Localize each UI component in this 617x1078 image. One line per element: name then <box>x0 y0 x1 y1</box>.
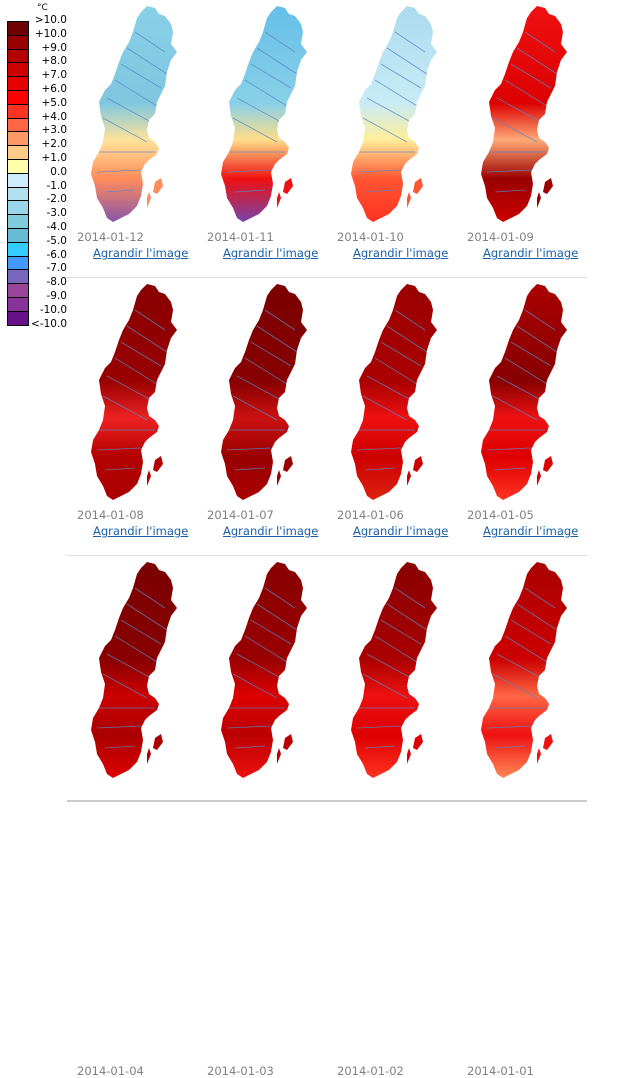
legend-swatch <box>8 104 28 119</box>
legend-label: -9.0 <box>46 289 68 302</box>
legend-label: >10.0 <box>34 14 67 26</box>
legend-label: -5.0 <box>46 234 68 247</box>
legend-label: -2.0 <box>46 193 68 206</box>
map-cell: 2014-01-10 Agrandir l'image <box>327 0 457 277</box>
legend-swatch <box>8 132 28 147</box>
legend-label: +6.0 <box>41 82 68 95</box>
map-cell: 2014-01-11 Agrandir l'image <box>197 0 327 277</box>
legend-label: -7.0 <box>46 262 68 275</box>
map-date: 2014-01-08 <box>77 508 144 522</box>
map-date: 2014-01-01 <box>467 1064 534 1078</box>
legend-swatch <box>8 284 28 298</box>
temperature-map-image[interactable] <box>75 558 195 788</box>
enlarge-image-link[interactable]: Agrandir l'image <box>353 246 449 260</box>
map-date: 2014-01-02 <box>337 1064 404 1078</box>
map-cell: 2014-01-05 Agrandir l'image <box>457 278 587 555</box>
legend-label: +2.0 <box>41 138 68 151</box>
map-date: 2014-01-03 <box>207 1064 274 1078</box>
map-row: 2014-01-08 Agrandir l'image <box>67 278 587 556</box>
legend-swatch <box>8 270 28 285</box>
legend-swatch <box>8 256 28 271</box>
map-cell: 2014-01-06 Agrandir l'image <box>327 278 457 555</box>
temperature-map-image[interactable] <box>205 280 325 510</box>
legend-label: +8.0 <box>41 55 68 68</box>
legend-swatch <box>8 63 28 78</box>
temperature-map-image[interactable] <box>335 558 455 788</box>
temperature-map-image[interactable] <box>205 2 325 232</box>
map-cell: 2014-01-09 Agrandir l'image <box>457 0 587 277</box>
legend-labels: >10.0 +10.0 +9.0 +8.0 +7.0 +6.0 +5.0 +4.0 +3.0 +2… <box>27 14 67 331</box>
temperature-map-image[interactable] <box>465 280 585 510</box>
legend-label: -10.0 <box>39 303 67 316</box>
temperature-map-image[interactable] <box>75 280 195 510</box>
legend-swatch <box>8 146 28 160</box>
legend-label: 0.0 <box>50 165 67 178</box>
legend-swatch <box>8 118 28 133</box>
map-cell: 2014-01-12 Agrandir l'image <box>67 0 197 277</box>
temperature-map-image[interactable] <box>205 558 325 788</box>
legend-swatch <box>8 35 28 50</box>
enlarge-image-link[interactable]: Agrandir l'image <box>483 246 579 260</box>
legend-swatch <box>8 49 28 64</box>
legend-unit: °C <box>37 3 48 13</box>
map-cell: 2014-01-08 Agrandir l'image <box>67 278 197 555</box>
map-cell: 2014-01-01 <box>457 556 587 1078</box>
enlarge-image-link[interactable]: Agrandir l'image <box>93 524 189 538</box>
map-cell: 2014-01-03 <box>197 556 327 1078</box>
temperature-map-image[interactable] <box>465 558 585 788</box>
map-date: 2014-01-12 <box>77 230 144 244</box>
map-row: 2014-01-04 <box>67 556 587 1078</box>
map-date: 2014-01-06 <box>337 508 404 522</box>
legend-swatch <box>8 215 28 229</box>
legend-swatch <box>8 77 28 91</box>
legend-label: +9.0 <box>41 41 68 54</box>
map-cell: 2014-01-07 Agrandir l'image <box>197 278 327 555</box>
enlarge-image-link[interactable]: Agrandir l'image <box>223 524 319 538</box>
map-grid: 2014-01-12 Agrandir l'image <box>67 0 587 1078</box>
legend-color-bar <box>7 21 29 326</box>
map-date: 2014-01-09 <box>467 230 534 244</box>
enlarge-image-link[interactable]: Agrandir l'image <box>223 246 319 260</box>
temperature-map-image[interactable] <box>335 2 455 232</box>
enlarge-image-link[interactable]: Agrandir l'image <box>483 524 579 538</box>
legend-label: <-10.0 <box>31 317 67 330</box>
legend-label: +1.0 <box>41 151 68 164</box>
temperature-legend: °C >10.0 +10.0 +9.0 +8.0 +7.0 +6.0 +5.0 +4.0 +3.… <box>0 0 67 345</box>
legend-swatch <box>8 297 28 312</box>
legend-swatch <box>8 159 28 174</box>
map-cell: 2014-01-04 <box>67 556 197 1078</box>
legend-swatch <box>8 242 28 257</box>
legend-swatch <box>8 90 28 105</box>
bottom-divider <box>67 800 587 802</box>
legend-label: -1.0 <box>46 179 68 192</box>
legend-swatch <box>8 22 28 36</box>
temperature-map-image[interactable] <box>335 280 455 510</box>
legend-label: +4.0 <box>41 110 68 123</box>
map-date: 2014-01-07 <box>207 508 274 522</box>
legend-label: +3.0 <box>41 124 68 137</box>
enlarge-image-link[interactable]: Agrandir l'image <box>353 524 449 538</box>
legend-swatch <box>8 187 28 202</box>
enlarge-image-link[interactable]: Agrandir l'image <box>93 246 189 260</box>
legend-label: -8.0 <box>46 276 68 289</box>
legend-swatch <box>8 173 28 188</box>
map-row: 2014-01-12 Agrandir l'image <box>67 0 587 278</box>
temperature-map-image[interactable] <box>465 2 585 232</box>
legend-swatch <box>8 228 28 243</box>
legend-label: -6.0 <box>46 248 68 261</box>
legend-label: +7.0 <box>41 69 68 82</box>
legend-swatch <box>8 311 28 325</box>
legend-label: -3.0 <box>46 207 68 220</box>
map-cell: 2014-01-02 <box>327 556 457 1078</box>
map-date: 2014-01-10 <box>337 230 404 244</box>
legend-label: +5.0 <box>41 96 68 109</box>
map-date: 2014-01-05 <box>467 508 534 522</box>
legend-label: +10.0 <box>34 27 67 40</box>
temperature-map-image[interactable] <box>75 2 195 232</box>
map-date: 2014-01-11 <box>207 230 274 244</box>
map-date: 2014-01-04 <box>77 1064 144 1078</box>
legend-label: -4.0 <box>46 220 68 233</box>
legend-swatch <box>8 201 28 216</box>
